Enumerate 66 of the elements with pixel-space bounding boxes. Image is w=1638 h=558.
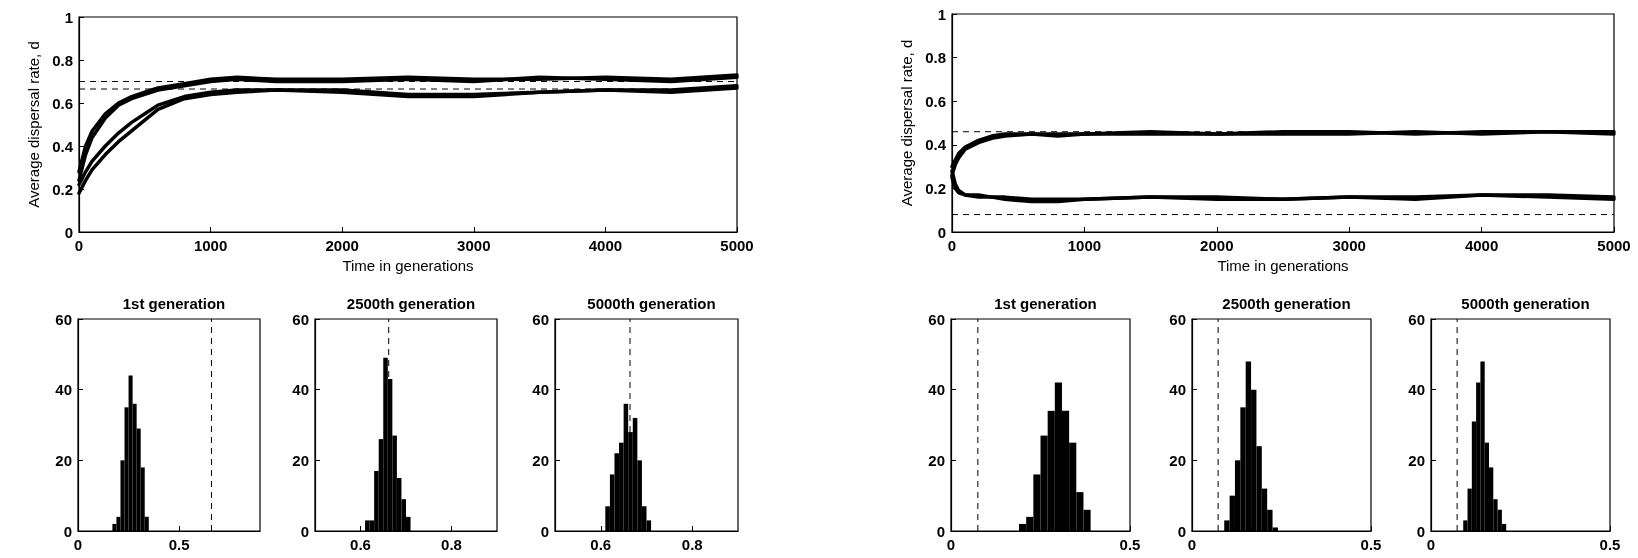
y-tick-label: 0 [540, 522, 549, 540]
y-tick-label: 0.4 [52, 137, 74, 155]
x-tick-label: 0 [1426, 536, 1436, 553]
x-tick-label: 0.5 [1119, 536, 1141, 553]
y-tick-label: 20 [1408, 451, 1425, 469]
chart-title: 1st generation [994, 295, 1097, 312]
y-tick-label: 40 [292, 381, 309, 399]
y-tick-label: 40 [928, 381, 945, 399]
x-tick-label: 2000 [1200, 237, 1234, 254]
x-tick-label: 0.5 [1360, 536, 1382, 553]
y-tick-label: 1 [64, 8, 73, 26]
y-tick-label: 0.6 [52, 94, 73, 112]
y-tick-label: 0.8 [52, 51, 73, 69]
y-tick-label: 40 [55, 381, 72, 399]
y-tick-label: 60 [1408, 310, 1425, 328]
y-tick-label: 1 [937, 5, 946, 23]
y-tick-label: 20 [1169, 451, 1186, 469]
y-tick-label: 40 [532, 381, 549, 399]
chart-title: 2500th generation [1222, 295, 1351, 312]
y-tick-label: 0 [1416, 522, 1425, 540]
y-tick-label: 60 [532, 310, 549, 328]
x-tick-label: 0.6 [350, 536, 371, 553]
y-tick-label: 20 [928, 451, 945, 469]
x-tick-label: 5000 [1597, 237, 1631, 254]
chart-title: 5000th generation [1461, 295, 1590, 312]
y-axis-title: Average dispersal rate, d [898, 39, 915, 207]
y-tick-label: 60 [55, 310, 72, 328]
y-tick-label: 0 [937, 223, 946, 241]
x-axis-title: Time in generations [1217, 257, 1349, 274]
y-tick-label: 0 [936, 522, 945, 540]
y-tick-label: 20 [532, 451, 549, 469]
x-tick-label: 0.5 [168, 536, 190, 553]
chart-title: 2500th generation [346, 295, 476, 312]
y-tick-label: 40 [1408, 381, 1425, 399]
x-tick-label: 0.8 [681, 536, 703, 553]
x-tick-label: 0.5 [1599, 536, 1621, 553]
chart-title: 1st generation [122, 295, 226, 312]
x-tick-label: 4000 [588, 237, 623, 254]
y-tick-label: 60 [928, 310, 945, 328]
x-tick-label: 0.8 [441, 536, 462, 553]
x-tick-label: 3000 [1332, 237, 1366, 254]
y-tick-label: 0 [64, 223, 73, 241]
y-tick-label: 0.4 [925, 136, 947, 154]
y-tick-label: 40 [1169, 381, 1186, 399]
y-tick-label: 0.2 [925, 179, 946, 197]
y-tick-label: 0 [63, 522, 72, 540]
x-tick-label: 3000 [457, 237, 491, 254]
x-tick-label: 0.6 [590, 536, 612, 553]
y-axis-title: Average dispersal rate, d [25, 41, 42, 208]
y-tick-label: 0.6 [925, 92, 946, 110]
y-tick-label: 20 [55, 451, 72, 469]
x-tick-label: 1000 [193, 237, 228, 254]
x-tick-label: 2000 [325, 237, 359, 254]
y-tick-label: 60 [1169, 310, 1186, 328]
y-tick-label: 0 [300, 522, 309, 540]
y-tick-label: 20 [292, 451, 309, 469]
y-tick-label: 0.8 [925, 49, 946, 67]
x-axis-title: Time in generations [342, 257, 474, 274]
y-tick-label: 0.2 [52, 180, 73, 198]
x-tick-label: 5000 [720, 237, 754, 254]
x-tick-label: 1000 [1067, 237, 1102, 254]
chart-title: 5000th generation [587, 295, 716, 312]
y-tick-label: 0 [1177, 522, 1186, 540]
x-tick-label: 0 [1187, 536, 1197, 553]
x-tick-label: 4000 [1464, 237, 1499, 254]
y-tick-label: 60 [292, 310, 309, 328]
